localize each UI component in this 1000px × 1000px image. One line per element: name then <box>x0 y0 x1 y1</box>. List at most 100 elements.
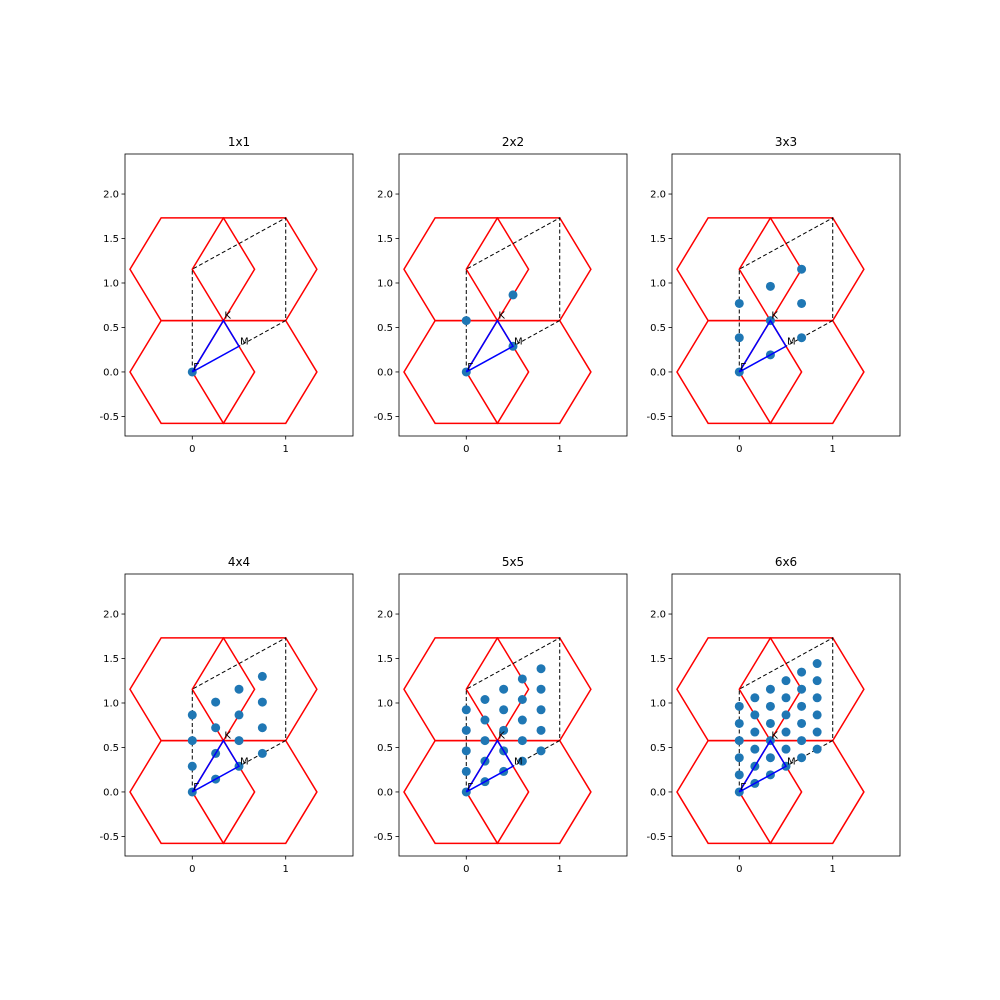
plot-area: Γ K M <box>676 217 865 425</box>
panel-2x2: Γ K M 0 1 -0.5 0.0 0.5 1.0 1.5 2.0 2x2 <box>373 135 628 455</box>
kpoint-marker <box>797 753 807 763</box>
reciprocal-cell <box>191 217 287 373</box>
plot-area: Γ K M <box>129 637 318 845</box>
x-tick-label: 0 <box>736 864 742 875</box>
y-tick-label: 0.5 <box>650 743 666 754</box>
kpoint-marker <box>734 298 744 308</box>
kpoint-marker <box>812 710 822 720</box>
kpoint-marker <box>781 727 791 737</box>
kpoint-marker <box>797 667 807 677</box>
y-tick-label: -0.5 <box>99 832 119 843</box>
kpoint-marker <box>750 744 760 754</box>
y-tick-label: -0.5 <box>646 412 666 423</box>
y-tick-label: 2.0 <box>103 190 119 201</box>
axes-frame <box>671 153 901 437</box>
x-tick-label: 1 <box>283 864 289 875</box>
kpoint-marker <box>234 736 244 746</box>
high-symmetry-label: K <box>224 731 231 742</box>
reciprocal-cell <box>465 637 561 793</box>
x-tick-label: 1 <box>557 444 563 455</box>
kpoint-marker <box>812 676 822 686</box>
kpoint-marker <box>499 725 509 735</box>
kpoint-marker <box>517 736 527 746</box>
y-tick-label: 2.0 <box>377 610 393 621</box>
y-tick-label: 2.0 <box>650 190 666 201</box>
panel-title: 3x3 <box>775 135 797 149</box>
high-symmetry-label: K <box>771 311 778 322</box>
y-tick-label: 2.0 <box>103 610 119 621</box>
kpoint-marker <box>765 718 775 728</box>
y-tick-label: 1.5 <box>377 234 393 245</box>
kpoint-marker <box>517 674 527 684</box>
panel-5x5: Γ K M 0 1 -0.5 0.0 0.5 1.0 1.5 2.0 5x5 <box>373 555 628 875</box>
y-tick-label: 2.0 <box>650 610 666 621</box>
kpoint-marker <box>797 718 807 728</box>
y-tick-label: 1.5 <box>650 654 666 665</box>
kpoint-marker <box>517 756 527 766</box>
kpoint-marker <box>211 723 221 733</box>
kpoint-marker <box>797 736 807 746</box>
kpoint-marker <box>734 736 744 746</box>
kpoint-marker <box>517 695 527 705</box>
kpoint-marker <box>781 676 791 686</box>
x-tick-label: 0 <box>463 864 469 875</box>
kpoint-marker <box>536 684 546 694</box>
kpoint-marker <box>257 748 267 758</box>
kpoint-marker <box>461 705 471 715</box>
kpoint-marker <box>781 693 791 703</box>
axes-frame <box>124 153 354 437</box>
panel-1x1: Γ K M 0 1 -0.5 0.0 0.5 1.0 1.5 2.0 1x1 <box>99 135 354 455</box>
y-tick-label: 1.0 <box>377 698 393 709</box>
high-symmetry-path <box>191 739 241 793</box>
kpoint-marker <box>461 746 471 756</box>
x-tick-label: 1 <box>830 444 836 455</box>
kpoint-marker <box>812 693 822 703</box>
y-tick-label: 1.0 <box>377 278 393 289</box>
kpoint-marker <box>536 705 546 715</box>
kpoint-marker <box>480 695 490 705</box>
high-symmetry-label: Γ <box>193 782 199 793</box>
reciprocal-cell <box>191 637 287 793</box>
high-symmetry-label: M <box>787 336 796 347</box>
plot-area: Γ K M <box>403 637 592 845</box>
high-symmetry-label: K <box>498 731 505 742</box>
high-symmetry-label: M <box>240 336 249 347</box>
y-tick-label: 0.0 <box>377 787 393 798</box>
high-symmetry-label: K <box>498 311 505 322</box>
kpoint-marker <box>765 684 775 694</box>
kpoint-marker <box>536 664 546 674</box>
x-tick-label: 0 <box>736 444 742 455</box>
y-tick-label: 1.0 <box>650 698 666 709</box>
y-tick-label: 1.5 <box>650 234 666 245</box>
panel-title: 6x6 <box>775 555 797 569</box>
panel-title: 4x4 <box>228 555 250 569</box>
kpoint-marker <box>750 693 760 703</box>
kpoint-marker <box>461 766 471 776</box>
kpoint-marker <box>187 736 197 746</box>
kpoint-marker <box>797 333 807 343</box>
x-tick-label: 1 <box>283 444 289 455</box>
kpoint-marker <box>257 723 267 733</box>
y-tick-label: 1.5 <box>103 234 119 245</box>
y-tick-label: -0.5 <box>646 832 666 843</box>
high-symmetry-path <box>738 319 788 373</box>
kpoint-marker <box>257 697 267 707</box>
kpoint-marker <box>499 705 509 715</box>
y-tick-label: 0.0 <box>650 787 666 798</box>
high-symmetry-label: M <box>787 756 796 767</box>
kpoint-marker <box>187 710 197 720</box>
kpoint-marker <box>797 701 807 711</box>
high-symmetry-label: K <box>771 731 778 742</box>
high-symmetry-label: Γ <box>193 362 199 373</box>
high-symmetry-label: M <box>240 756 249 767</box>
kpoint-marker <box>765 281 775 291</box>
panel-3x3: Γ K M 0 1 -0.5 0.0 0.5 1.0 1.5 2.0 3x3 <box>646 135 901 455</box>
kpoint-marker <box>187 761 197 771</box>
y-tick-label: 0.5 <box>650 323 666 334</box>
axes-frame <box>671 573 901 857</box>
plot-area: Γ K M <box>403 217 592 425</box>
kpoint-marker <box>257 671 267 681</box>
high-symmetry-label: Γ <box>740 782 746 793</box>
kpoint-marker <box>797 298 807 308</box>
